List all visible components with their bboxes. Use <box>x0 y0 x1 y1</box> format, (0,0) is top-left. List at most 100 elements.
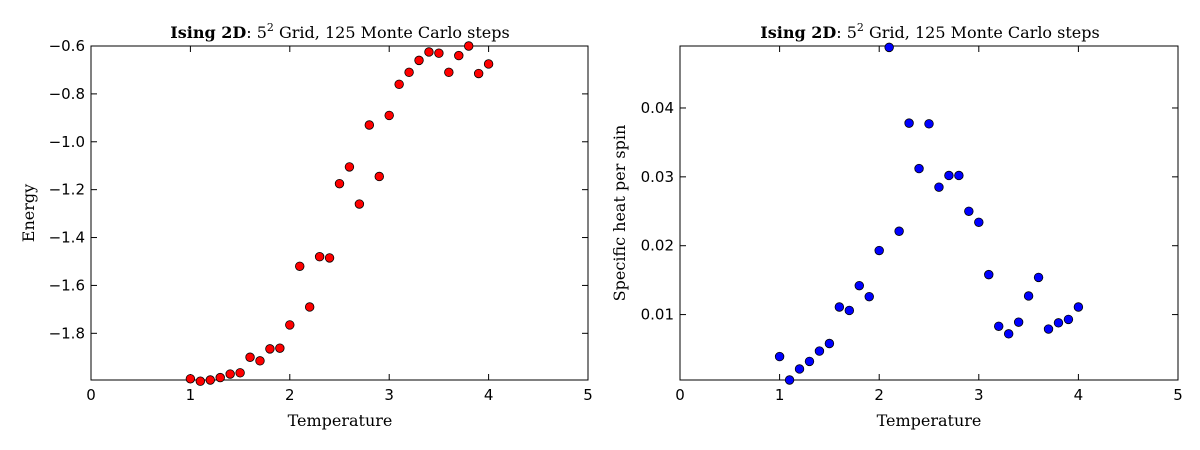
specific-heat-x-tick-label: 4 <box>1074 386 1084 404</box>
specific-heat-data-point <box>924 119 934 129</box>
energy-data-point <box>354 199 365 209</box>
energy-data-point <box>483 59 494 69</box>
specific-heat-data-point <box>844 305 855 316</box>
energy-data-point <box>255 356 265 366</box>
specific-heat-data-point <box>1013 317 1024 327</box>
energy-y-tick-label: −0.6 <box>49 37 85 55</box>
specific-heat-data-point <box>804 356 815 367</box>
specific-heat-plot-frame <box>679 45 1179 381</box>
specific-heat-x-tick-label: 5 <box>1173 386 1183 404</box>
specific-heat-chart: Ising 2D: 52 Grid, 125 Monte Carlo steps… <box>610 21 1183 430</box>
energy-data-point <box>295 261 305 271</box>
specific-heat-data-point <box>1073 302 1084 312</box>
energy-y-axis-label: Energy <box>19 184 38 242</box>
energy-x-tick-label: 4 <box>484 386 494 404</box>
energy-y-tick-label: −1.6 <box>49 276 85 294</box>
energy-chart: Ising 2D: 52 Grid, 125 Monte Carlo steps… <box>19 21 593 430</box>
specific-heat-data-point <box>864 291 874 302</box>
energy-data-point <box>195 376 206 386</box>
energy-data-point <box>444 67 454 78</box>
energy-data-point <box>454 50 464 61</box>
specific-heat-y-tick-label: 0.02 <box>641 237 674 255</box>
energy-y-tick-label: −1.8 <box>49 324 85 342</box>
specific-heat-x-tick-label: 1 <box>775 386 785 404</box>
energy-data-point <box>205 375 215 385</box>
specific-heat-data-point <box>884 42 894 53</box>
specific-heat-data-point <box>784 375 795 385</box>
specific-heat-x-tick-label: 2 <box>874 386 884 404</box>
energy-data-point <box>275 343 285 353</box>
specific-heat-data-point <box>944 170 954 181</box>
specific-heat-data-point <box>1023 291 1034 301</box>
energy-y-tick-label: −1.4 <box>49 229 85 247</box>
energy-data-point <box>235 368 245 378</box>
energy-data-point <box>225 369 235 379</box>
specific-heat-y-tick-label: 0.01 <box>641 306 674 324</box>
energy-data-point <box>245 352 255 362</box>
specific-heat-data-points <box>774 42 1084 385</box>
energy-x-axis-label: Temperature <box>288 411 393 430</box>
energy-data-point <box>185 374 196 384</box>
energy-y-tick-label: −1.2 <box>49 181 85 199</box>
specific-heat-data-point <box>894 226 904 236</box>
energy-data-point <box>285 320 295 330</box>
specific-heat-data-point <box>994 321 1004 331</box>
specific-heat-data-point <box>1043 324 1054 334</box>
energy-data-point <box>414 55 424 66</box>
energy-data-point <box>304 302 315 312</box>
specific-heat-data-point <box>964 206 974 216</box>
specific-heat-data-point <box>904 118 914 128</box>
energy-data-point <box>384 110 394 121</box>
specific-heat-x-tick-label: 0 <box>675 386 685 404</box>
energy-data-points <box>185 41 494 386</box>
energy-data-point <box>324 253 335 263</box>
energy-x-tick-label: 0 <box>86 386 96 404</box>
energy-data-point <box>394 79 404 90</box>
energy-axes: 0 1 2 3 4 5 −0.6 −0.8 −1.0 −1.2 −1.4 −1.6 −1.8 <box>49 37 593 404</box>
energy-data-point <box>374 171 384 182</box>
specific-heat-data-point <box>1053 318 1064 328</box>
energy-data-point <box>364 120 375 130</box>
energy-x-tick-label: 1 <box>186 386 196 404</box>
specific-heat-chart-title: Ising 2D: 52 Grid, 125 Monte Carlo steps <box>760 21 1099 42</box>
specific-heat-data-point <box>1003 329 1014 339</box>
specific-heat-data-point <box>974 217 984 227</box>
energy-x-tick-label: 3 <box>384 386 394 404</box>
energy-plot-frame <box>90 45 589 381</box>
energy-data-point <box>215 372 225 383</box>
specific-heat-x-tick-label: 3 <box>974 386 984 404</box>
specific-heat-x-axis-label: Temperature <box>877 411 982 430</box>
energy-data-point <box>314 251 325 262</box>
energy-data-point <box>473 68 484 79</box>
energy-data-point <box>265 344 275 354</box>
specific-heat-data-point <box>824 338 835 349</box>
specific-heat-data-point <box>954 170 964 181</box>
specific-heat-data-point <box>854 280 864 291</box>
energy-data-point <box>434 48 444 58</box>
energy-x-tick-label: 5 <box>583 386 593 404</box>
energy-chart-title: Ising 2D: 52 Grid, 125 Monte Carlo steps <box>170 21 509 42</box>
energy-y-tick-label: −1.0 <box>49 133 85 151</box>
specific-heat-y-axis-label: Specific heat per spin <box>610 125 629 302</box>
specific-heat-data-point <box>874 245 884 256</box>
energy-data-point <box>464 41 474 51</box>
energy-x-tick-label: 2 <box>285 386 295 404</box>
energy-y-tick-label: −0.8 <box>49 85 85 103</box>
specific-heat-axes: 0 1 2 3 4 5 0.01 0.02 0.03 0.04 <box>641 46 1183 404</box>
specific-heat-data-point <box>984 269 994 280</box>
energy-data-point <box>344 162 355 172</box>
specific-heat-data-point <box>834 302 845 312</box>
energy-data-point <box>424 47 434 57</box>
specific-heat-data-point <box>1033 272 1044 283</box>
specific-heat-data-point <box>914 163 924 174</box>
specific-heat-data-point <box>814 346 825 356</box>
energy-data-point <box>404 67 414 78</box>
specific-heat-data-point <box>1063 314 1074 325</box>
specific-heat-y-tick-label: 0.03 <box>641 168 674 186</box>
specific-heat-data-point <box>774 351 785 362</box>
energy-data-point <box>334 178 345 189</box>
specific-heat-y-tick-label: 0.04 <box>641 99 674 117</box>
specific-heat-data-point <box>794 364 805 374</box>
specific-heat-data-point <box>934 182 944 192</box>
